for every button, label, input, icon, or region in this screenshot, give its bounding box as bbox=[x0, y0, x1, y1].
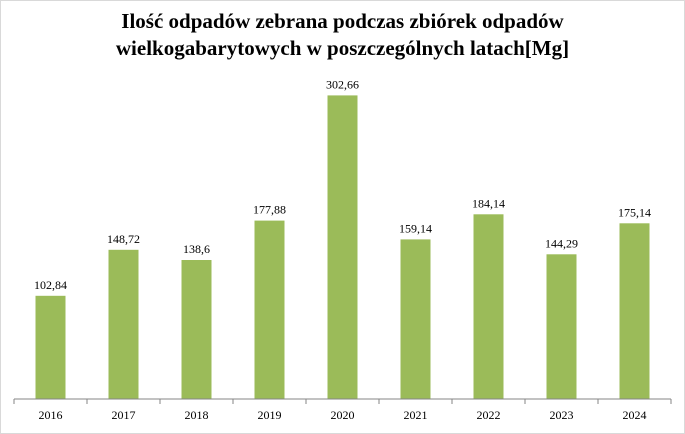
bar-2019 bbox=[254, 220, 285, 399]
chart-title-line-2: wielkogabarytowych w poszczególnych lata… bbox=[115, 36, 570, 60]
x-tick-label-2018: 2018 bbox=[185, 408, 209, 422]
x-tick-label-2022: 2022 bbox=[477, 408, 501, 422]
data-label-2023: 144,29 bbox=[545, 236, 578, 250]
bar-2022 bbox=[473, 214, 504, 399]
x-tick-label-2021: 2021 bbox=[404, 408, 428, 422]
data-label-2021: 159,14 bbox=[399, 221, 432, 235]
chart-title-line-1: Ilość odpadów zebrana podczas zbiórek od… bbox=[121, 9, 564, 33]
x-tick-label-2016: 2016 bbox=[39, 408, 63, 422]
data-label-2016: 102,84 bbox=[34, 278, 67, 292]
bar-2024 bbox=[619, 223, 650, 399]
x-tick-label-2020: 2020 bbox=[331, 408, 355, 422]
data-label-2022: 184,14 bbox=[472, 196, 505, 210]
bar-2020 bbox=[327, 95, 358, 400]
bar-2023 bbox=[546, 254, 577, 399]
data-label-2020: 302,66 bbox=[326, 77, 359, 91]
x-tick-label-2017: 2017 bbox=[112, 408, 136, 422]
data-label-2018: 138,6 bbox=[183, 242, 210, 256]
bar-2018 bbox=[181, 260, 212, 399]
x-tick-label-2023: 2023 bbox=[550, 408, 574, 422]
bar-2021 bbox=[400, 239, 431, 399]
data-label-2019: 177,88 bbox=[253, 203, 286, 217]
chart-title: Ilość odpadów zebrana podczas zbiórek od… bbox=[0, 8, 685, 62]
bar-2016 bbox=[35, 295, 66, 399]
bar-2017 bbox=[108, 249, 139, 399]
data-label-2017: 148,72 bbox=[107, 232, 140, 246]
data-label-2024: 175,14 bbox=[618, 205, 651, 219]
x-tick-label-2024: 2024 bbox=[623, 408, 647, 422]
x-tick-label-2019: 2019 bbox=[258, 408, 282, 422]
